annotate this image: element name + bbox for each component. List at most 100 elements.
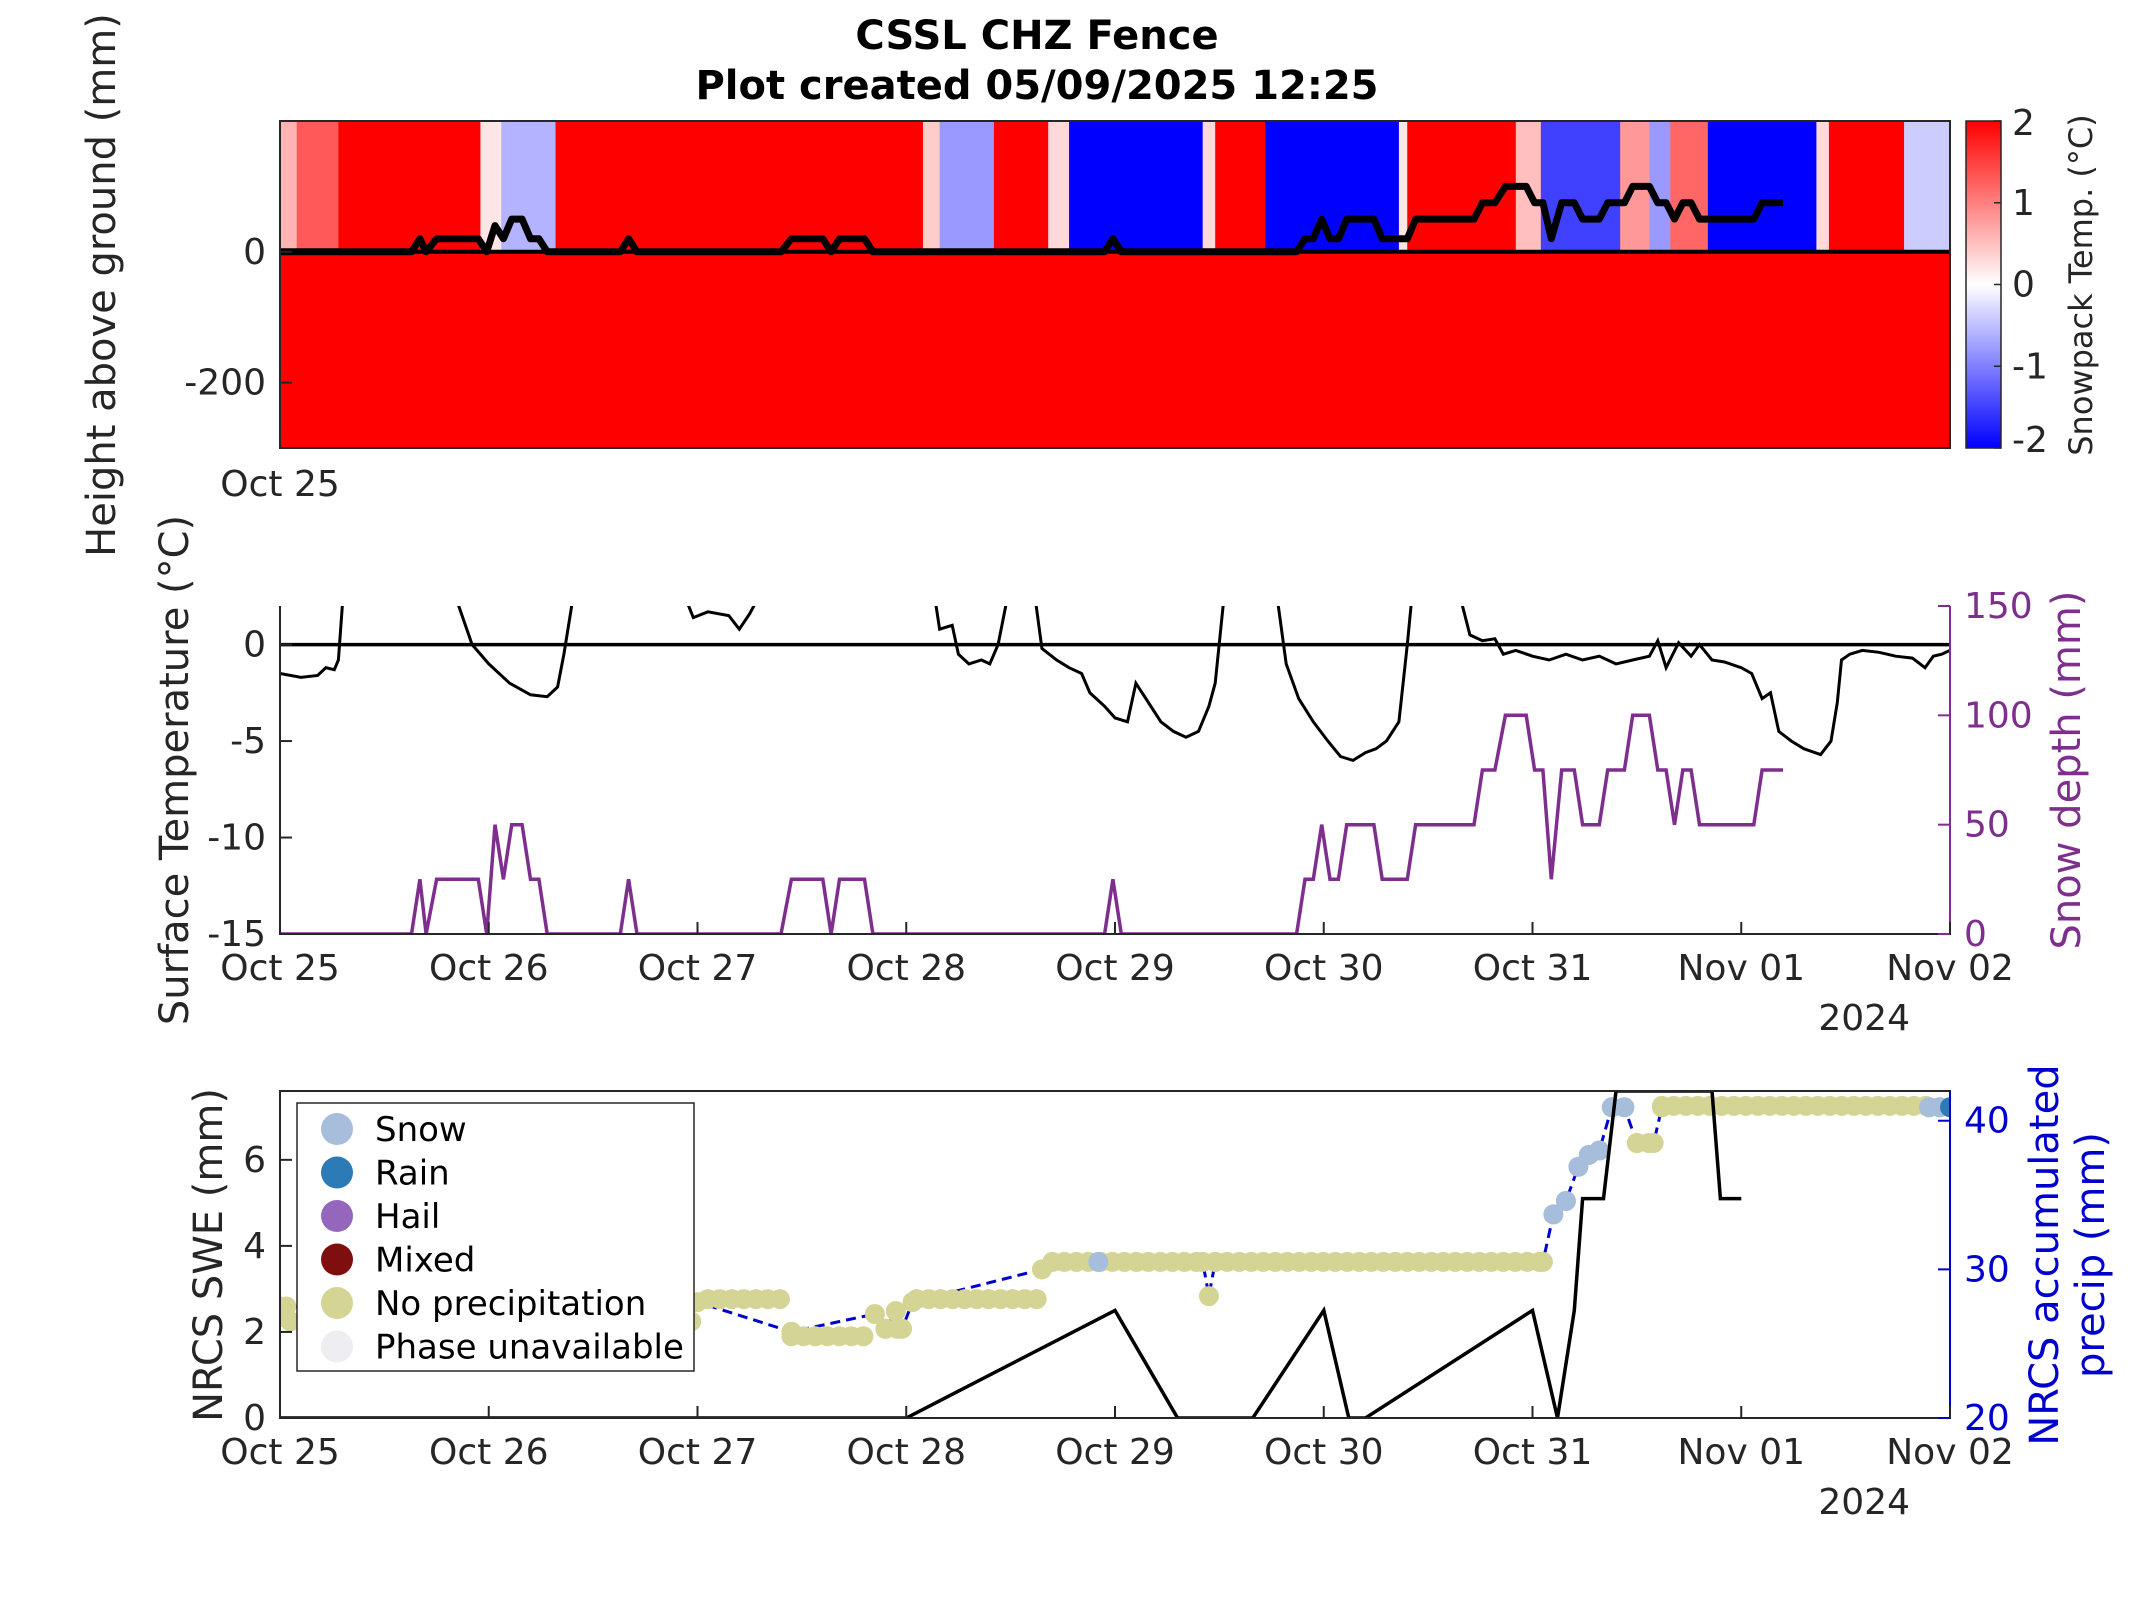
chart-title-line2: Plot created 05/09/2025 12:25 xyxy=(695,63,1378,109)
snowpack-temp-cell xyxy=(939,121,995,252)
x-tick-label: Oct 25 xyxy=(220,1432,340,1473)
snow-depth-y-label: Snow depth (mm) xyxy=(2044,591,2090,950)
snowpack-temp-cell xyxy=(1407,121,1517,252)
x-tick-label: Nov 01 xyxy=(1677,948,1805,989)
y-tick-label: 0 xyxy=(243,232,266,273)
colorbar-tick-label: -1 xyxy=(2012,346,2048,387)
x-tick-label: Oct 29 xyxy=(1055,1432,1175,1473)
x-tick-label: Oct 26 xyxy=(429,948,549,989)
legend-marker xyxy=(321,1113,353,1145)
y-tick-label: 0 xyxy=(243,1398,266,1439)
y-tick-label: -15 xyxy=(207,914,266,955)
no-precip-marker xyxy=(885,1301,906,1321)
y-tick-label: 0 xyxy=(243,625,266,666)
snowpack-temp-cell xyxy=(480,121,502,252)
x-tick-label: Oct 30 xyxy=(1264,1432,1384,1473)
no-precip-marker xyxy=(1651,1097,1672,1118)
rain-marker xyxy=(1940,1097,1950,1118)
surface-temp-y-label: Surface Temperature (°C) xyxy=(152,515,198,1025)
snowpack-temp-cell xyxy=(1215,121,1266,252)
legend-marker xyxy=(321,1156,353,1189)
snow-depth-line xyxy=(280,713,1783,934)
no-precip-marker xyxy=(1031,1259,1052,1280)
colorbar-tick-label: 0 xyxy=(2012,265,2035,306)
snow-marker xyxy=(1543,1204,1564,1225)
no-precip-marker xyxy=(1626,1133,1647,1153)
y2-tick-label: 150 xyxy=(1964,586,2033,627)
snowpack-temp-cell xyxy=(280,121,298,252)
snowpack-y-label: Height above ground (mm) xyxy=(79,13,125,557)
y2-tick-label: 0 xyxy=(1964,914,1987,955)
y-tick-label: -5 xyxy=(230,721,266,762)
snowpack-temp-cell xyxy=(1707,121,1817,252)
snow-marker xyxy=(1589,1140,1610,1161)
accum-precip-y-label-line2: precip (mm) xyxy=(2068,1132,2114,1378)
y-tick-label: 6 xyxy=(243,1140,266,1181)
legend-label: Snow xyxy=(375,1110,467,1150)
snowpack-temp-cell xyxy=(1828,121,1905,252)
no-precip-marker xyxy=(875,1318,896,1339)
snowpack-temp-cell xyxy=(993,121,1049,252)
x-tick-label: Oct 25 xyxy=(220,948,340,989)
snow-depth-y-ticks: 150 100 50 0 xyxy=(1938,586,2033,955)
y-tick-label: 2 xyxy=(243,1312,266,1353)
y2-tick-label: 50 xyxy=(1964,805,2010,846)
x-tick-label: Oct 27 xyxy=(638,1432,758,1473)
snowpack-temp-cell xyxy=(1069,121,1204,252)
x-tick-label: Oct 31 xyxy=(1473,948,1593,989)
legend-label: Hail xyxy=(375,1197,440,1237)
legend-marker xyxy=(321,1243,353,1276)
no-precip-marker xyxy=(280,1296,297,1317)
no-precip-marker xyxy=(1643,1133,1664,1153)
snowpack-temp-cell xyxy=(1904,121,1950,252)
surface-temp-series xyxy=(280,606,1950,934)
snow-marker xyxy=(1555,1191,1576,1211)
x-tick-label: Oct 30 xyxy=(1264,948,1384,989)
y-tick-label: -200 xyxy=(184,363,266,404)
swe-y-ticks: 6 4 2 0 xyxy=(243,1140,292,1439)
legend-marker xyxy=(321,1287,353,1319)
no-precip-marker xyxy=(892,1318,913,1339)
accum-precip-y-ticks: 40 30 20 xyxy=(1938,1091,2010,1439)
y2-tick-label: 30 xyxy=(1964,1249,2010,1290)
colorbar-label: Snowpack Temp. (°C) xyxy=(2062,114,2100,456)
snowpack-x-ticks: Oct 25 xyxy=(220,464,340,505)
below-ground-temp-cell xyxy=(280,251,1950,448)
x-tick-label: Oct 28 xyxy=(847,948,967,989)
y-tick-label: 4 xyxy=(243,1226,266,1267)
swe-y-label: NRCS SWE (mm) xyxy=(186,1088,232,1422)
no-precip-marker xyxy=(1205,1251,1226,1272)
surface-temp-x-ticks: Oct 25 Oct 26 Oct 27 Oct 28 Oct 29 Oct 30 Oct … xyxy=(220,922,2014,989)
no-precip-marker xyxy=(1198,1286,1219,1307)
colorbar-ticks: 2 1 0 -1 -2 xyxy=(1994,103,2048,461)
chart-title-line1: CSSL CHZ Fence xyxy=(855,13,1218,59)
x-tick-label: Nov 01 xyxy=(1677,1432,1805,1473)
snowpack-panel: -200 0 Oct 25 Height above ground (mm) 2 1… xyxy=(79,13,2100,557)
colorbar-tick-label: -2 xyxy=(2012,420,2048,461)
no-precip-marker xyxy=(853,1326,874,1347)
x-tick-label: Nov 02 xyxy=(1886,948,2014,989)
no-precip-marker xyxy=(1532,1251,1553,1272)
x-tick-label: Oct 29 xyxy=(1055,948,1175,989)
snowpack-temp-cell xyxy=(1670,121,1709,252)
snow-surface-trace xyxy=(280,182,1783,256)
snowpack-temp-cell xyxy=(1202,121,1216,252)
snowpack-temp-cell xyxy=(1398,121,1408,252)
swe-year-label: 2024 xyxy=(1818,1482,1910,1523)
legend-label: Rain xyxy=(375,1154,450,1194)
no-precip-marker xyxy=(902,1292,923,1313)
x-tick-label: Oct 27 xyxy=(638,948,758,989)
y2-tick-label: 40 xyxy=(1964,1101,2010,1142)
x-tick-label: Oct 25 xyxy=(220,464,340,505)
snowpack-temp-cell xyxy=(296,121,339,252)
legend-label: No precipitation xyxy=(375,1284,646,1324)
snowpack-temp-cell xyxy=(922,121,941,252)
no-precip-marker xyxy=(1026,1289,1047,1310)
legend-marker xyxy=(321,1200,353,1232)
snow-marker xyxy=(1088,1251,1109,1272)
x-tick-label: Nov 02 xyxy=(1886,1432,2014,1473)
colorbar-tick-label: 1 xyxy=(2012,183,2035,224)
colorbar-tick-label: 2 xyxy=(2012,103,2035,144)
